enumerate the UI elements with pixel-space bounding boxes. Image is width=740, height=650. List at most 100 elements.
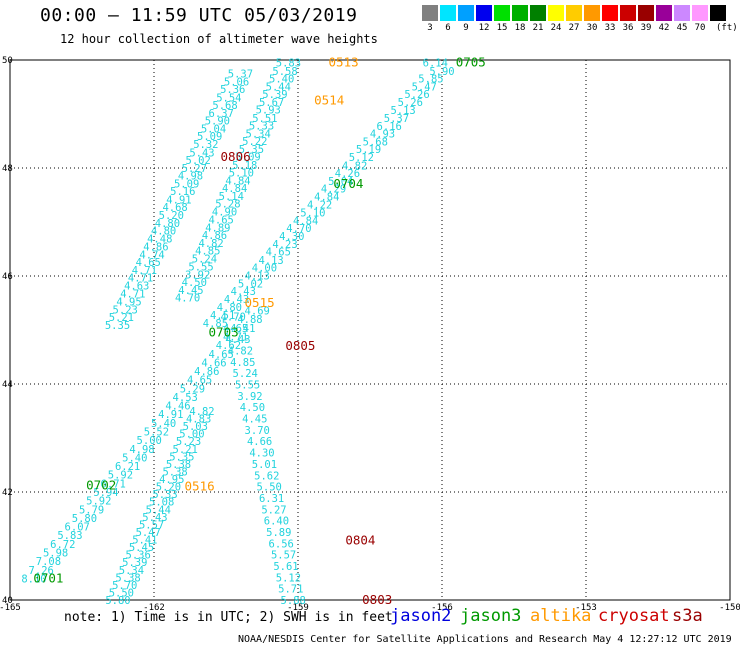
pass-label: 0705 [456,55,486,70]
wave-height-label: 6.07 [65,522,90,534]
wave-height-label: 5.10 [300,207,325,219]
colorbar-label: 33 [604,23,616,33]
wave-height-label: 4.71 [223,331,248,343]
wave-height-label: 5.34 [119,565,144,577]
wave-height-label: 4.86 [143,241,168,253]
wave-height-label: 5.85 [418,73,443,85]
wave-height-label: 5.57 [139,519,164,531]
wave-height-label: 7.08 [36,556,61,568]
colorbar-swatch [476,5,492,21]
wave-height-label: 5.37 [228,69,253,81]
wave-height-label: 5.04 [328,176,353,188]
colorbar-label: 39 [640,23,652,33]
colorbar-swatch [458,5,474,21]
wave-height-label: 5.55 [188,261,213,273]
wave-height-label: 5.33 [152,489,177,501]
colorbar-label: 45 [676,23,688,33]
colorbar-label: 36 [622,23,634,33]
wave-height-label: 5.09 [235,152,260,164]
wave-height-label: 4.80 [217,302,242,314]
colorbar-swatch [422,5,438,21]
wave-height-label: 6.56 [269,538,294,550]
wave-height-label: 4.65 [209,214,234,226]
wave-height-label: 5.12 [349,152,374,164]
x-tick-label: -159 [287,603,309,613]
colorbar-unit-label: (ft) [716,23,738,33]
pass-label: 0514 [314,93,344,108]
colorbar-swatch [602,5,618,21]
wave-height-label: 5.01 [252,459,277,471]
wave-height-label: 5.20 [159,210,184,222]
wave-height-label: 4.13 [258,255,283,267]
x-tick-label: -150 [719,603,740,613]
wave-height-label: 4.41 [230,323,255,335]
x-tick-label: -153 [575,603,597,613]
wave-height-label: 6.14 [423,58,448,70]
grid-lines [10,60,730,600]
wave-height-label: 4.84 [222,183,247,195]
pass-labels: 0513 0514 0806 0704 0705 0515 0703 0805 0702 0516… [33,55,486,607]
x-tick-label: -156 [431,603,453,613]
wave-height-label: 4.68 [162,202,187,214]
colorbar-swatch [656,5,672,21]
wave-height-label: 4.66 [247,436,272,448]
credit-line: NOAA/NESDIS Center for Satellite Applica… [238,634,732,645]
colorbar-label: 70 [694,23,706,33]
colorbar-label: 30 [586,23,598,33]
wave-height-label: 5.68 [212,100,237,112]
satellite-legend-s3a: s3a [672,606,703,626]
colorbar-label: 24 [550,23,562,33]
wave-height-label: 5.40 [151,418,176,430]
pass-label: 0516 [185,479,215,494]
wave-height-label: 4.95 [159,474,184,486]
wave-height-label: 4.83 [186,414,211,426]
colorbar-swatch [674,5,690,21]
wave-height-label: 5.14 [219,191,244,203]
wave-height-label: 5.88 [281,595,306,607]
wave-height-label: 5.35 [239,144,264,156]
wave-height-label: 5.43 [189,147,214,159]
wave-height-label: 6.40 [264,516,289,528]
wave-height-label: 4.88 [237,314,262,326]
colorbar-swatch [638,5,654,21]
wave-height-label: 5.61 [273,561,298,573]
wave-height-label: 4.48 [147,234,172,246]
wave-height-label: 5.94 [93,487,118,499]
wave-height-points: 6.145.905.855.475.265.265.135.376.164.93… [21,58,454,607]
wave-height-label: 5.18 [232,160,257,172]
satellite-legend-altika: altika [530,606,592,626]
wave-height-label: 4.82 [198,238,223,250]
wave-height-label: 5.68 [363,137,388,149]
wave-height-label: 5.92 [86,496,111,508]
wave-height-label: 5.90 [205,115,230,127]
wave-height-label: 5.54 [216,92,241,104]
wave-height-label: 4.62 [216,340,241,352]
wave-height-label: 4.43 [225,334,250,346]
wave-height-label: 5.35 [169,451,194,463]
wave-height-label: 6.31 [259,493,284,505]
wave-height-label: 4.50 [240,402,265,414]
wave-height-label: 4.69 [245,306,270,318]
wave-height-label: 4.66 [201,357,226,369]
wave-height-label: 4.71 [120,288,145,300]
colorbar-swatch [710,5,726,21]
wave-height-label: 5.35 [105,320,130,332]
footer-note: note: 1) Time is in UTC; 2) SWH is in fe… [64,610,393,625]
wave-height-label: 4.22 [307,200,332,212]
wave-height-label: 5.47 [412,81,437,93]
colorbar-label: 6 [445,23,451,33]
wave-height-label: 5.00 [179,429,204,441]
wave-height-label: 4.82 [228,346,253,358]
colorbar-swatch [512,5,528,21]
wave-height-label: 4.98 [129,444,154,456]
wave-height-label: 5.27 [261,504,286,516]
wave-height-label: 5.06 [224,77,249,89]
wave-height-label: 5.80 [72,513,97,525]
wave-height-label: 4.98 [178,171,203,183]
wave-height-label: 4.63 [124,281,149,293]
colorbar-label: 9 [463,23,469,33]
wave-height-label: 6.72 [50,539,75,551]
wave-height-label: 5.08 [149,497,174,509]
wave-height-label: 5.09 [197,131,222,143]
wave-height-label: 5.32 [193,139,218,151]
